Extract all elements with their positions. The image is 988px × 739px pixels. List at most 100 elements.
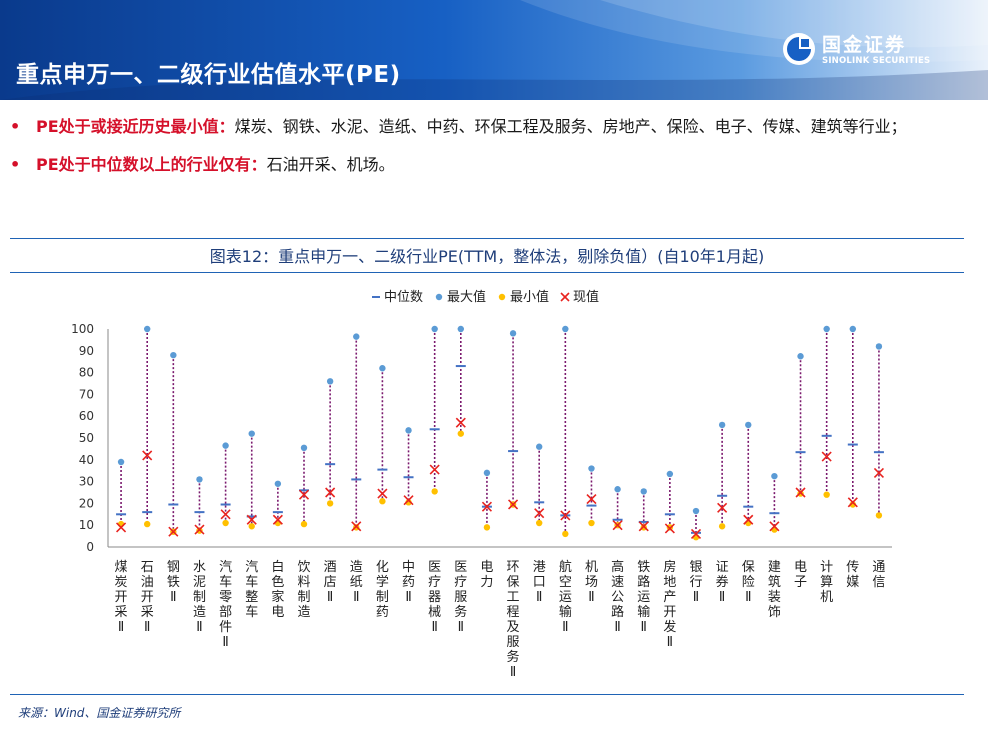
bullet-text: 煤炭、钢铁、水泥、造纸、中药、环保工程及服务、房地产、保险、电子、传媒、建筑等行… — [234, 117, 907, 136]
x-tick-label: 高速公路 Ⅱ — [611, 559, 624, 635]
current-mark — [272, 514, 283, 525]
current-mark — [743, 514, 754, 525]
x-tick-label: 水泥制造 Ⅱ — [193, 560, 206, 635]
x-tick-label: 机场 Ⅱ — [585, 560, 598, 605]
max-point — [745, 421, 752, 429]
min-point — [248, 523, 255, 530]
current-mark-stroke — [664, 523, 675, 534]
max-point — [405, 427, 412, 434]
y-tick-label: 90 — [79, 344, 94, 358]
x-tick-label: 白色家电 — [271, 559, 284, 620]
x-tick-label: 电力 — [480, 560, 493, 590]
max-point — [823, 325, 830, 333]
source-note: 来源：Wind、国金证券研究所 — [18, 706, 181, 720]
current-mark — [455, 417, 466, 428]
x-tick-label: 化学制药 — [376, 560, 389, 620]
y-tick-label: 50 — [79, 431, 94, 445]
current-mark-stroke — [429, 464, 440, 475]
caption-bottom-rule — [10, 272, 964, 273]
x-tick-label: 银行 Ⅱ — [689, 560, 702, 605]
min-point — [222, 519, 229, 527]
x-tick-label: 铁路运输 Ⅱ — [637, 560, 650, 635]
current-mark — [612, 520, 623, 531]
current-mark — [795, 487, 806, 498]
x-tick-label: 房地产开发 Ⅱ — [663, 559, 676, 650]
current-mark — [664, 523, 675, 534]
current-mark — [298, 489, 310, 500]
current-mark-stroke — [377, 488, 388, 499]
current-mark-stroke — [821, 451, 832, 462]
current-mark-stroke — [220, 509, 231, 520]
current-mark — [534, 508, 545, 519]
header-banner: 重点申万一、二级行业估值水平(PE) 国金证券 SINOLINK SECURIT… — [0, 0, 988, 100]
x-tick-label: 汽车整车 — [245, 560, 258, 620]
min-point — [326, 500, 334, 507]
x-tick-label: 电子 — [794, 560, 807, 590]
current-mark — [638, 521, 649, 532]
current-mark — [142, 450, 153, 461]
logo-text-en: SINOLINK SECURITIES — [822, 56, 931, 66]
bullet-highlight: PE处于中位数以上的行业仅有： — [36, 155, 267, 174]
x-tick-label: 酒店 Ⅱ — [324, 560, 337, 605]
max-point — [849, 325, 856, 333]
max-point — [771, 472, 778, 480]
current-mark — [821, 451, 832, 462]
current-mark — [429, 464, 440, 475]
x-tick-label: 汽车零部件 Ⅱ — [219, 560, 232, 650]
current-mark-stroke — [612, 520, 623, 531]
min-point — [536, 519, 543, 527]
current-mark — [586, 493, 597, 505]
current-mark-stroke — [351, 521, 362, 532]
max-point — [588, 465, 595, 472]
chart-legend: 中位数 最大值 最小值 现值 — [372, 289, 599, 305]
x-tick-label: 石油开采 Ⅱ — [141, 560, 154, 635]
current-mark-stroke — [638, 521, 649, 532]
max-point — [170, 351, 177, 359]
current-mark — [116, 522, 127, 533]
summary-bullets: • PE处于或接近历史最小值：煤炭、钢铁、水泥、造纸、中药、环保工程及服务、房地… — [10, 112, 978, 180]
caption-top-rule — [10, 238, 964, 239]
footer-rule — [10, 694, 964, 695]
current-mark — [325, 487, 336, 498]
current-mark-stroke — [743, 514, 754, 525]
max-point — [666, 470, 674, 478]
current-mark — [690, 528, 702, 539]
min-point — [144, 520, 151, 528]
bullet-dot-icon: • — [10, 117, 21, 136]
current-mark — [220, 509, 231, 520]
y-tick-label: 80 — [79, 366, 94, 380]
bullet-text: 石油开采、机场。 — [266, 155, 395, 174]
current-mark-stroke — [325, 487, 336, 498]
current-mark-stroke — [586, 493, 597, 505]
y-tick-label: 40 — [79, 453, 94, 467]
logo-text-cn: 国金证券 — [822, 34, 907, 56]
max-point — [431, 325, 438, 333]
min-point — [483, 524, 491, 531]
current-mark-stroke — [873, 467, 884, 478]
max-point — [248, 430, 255, 437]
x-tick-label: 煤炭开采 Ⅱ — [115, 560, 128, 635]
current-mark-stroke — [690, 528, 702, 539]
max-point — [562, 325, 569, 333]
current-mark-stroke — [560, 510, 571, 521]
x-tick-label: 传媒 — [846, 560, 859, 590]
legend-min-icon — [498, 293, 506, 301]
max-point — [144, 325, 151, 333]
x-tick-label: 造纸 Ⅱ — [350, 560, 363, 605]
page-title: 重点申万一、二级行业估值水平(PE) — [16, 62, 401, 88]
y-tick-label: 100 — [71, 322, 94, 336]
current-mark — [351, 521, 362, 532]
current-mark-stroke — [847, 497, 858, 508]
current-mark-stroke — [116, 522, 127, 533]
max-point — [222, 442, 229, 449]
x-tick-label: 计算机 — [820, 560, 833, 605]
logo-mark-icon — [783, 33, 815, 65]
legend-label: 最小值 — [510, 289, 549, 305]
max-point — [483, 469, 491, 477]
max-point — [326, 378, 334, 385]
current-mark-stroke — [168, 526, 179, 537]
max-point — [875, 343, 883, 350]
max-point — [536, 443, 543, 450]
current-mark — [246, 514, 257, 525]
current-mark-stroke — [795, 487, 806, 498]
